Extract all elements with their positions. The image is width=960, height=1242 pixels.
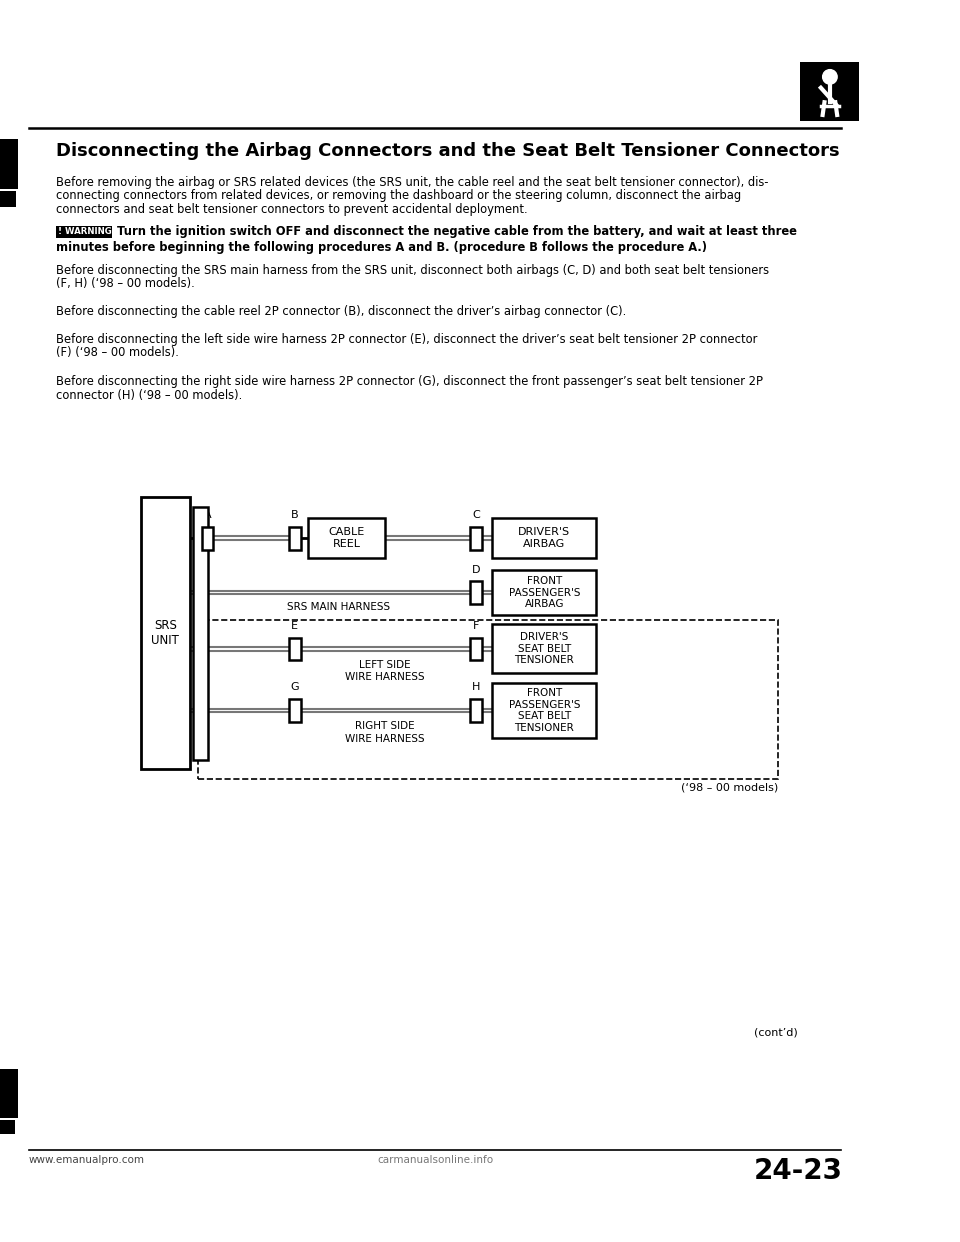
Text: Before removing the airbag or SRS related devices (the SRS unit, the cable reel : Before removing the airbag or SRS relate… bbox=[57, 175, 769, 189]
Text: G: G bbox=[290, 682, 299, 692]
Bar bbox=[289, 699, 300, 722]
Text: carmanualsonline.info: carmanualsonline.info bbox=[377, 1155, 493, 1165]
Text: CABLE
REEL: CABLE REEL bbox=[328, 528, 365, 549]
Text: F: F bbox=[472, 621, 479, 631]
Text: E: E bbox=[291, 621, 299, 631]
Text: Disconnecting the Airbag Connectors and the Seat Belt Tensioner Connectors: Disconnecting the Airbag Connectors and … bbox=[57, 142, 840, 160]
Text: connectors and seat belt tensioner connectors to prevent accidental deployment.: connectors and seat belt tensioner conne… bbox=[57, 202, 528, 216]
Bar bbox=[0, 1120, 15, 1134]
Text: A: A bbox=[204, 510, 211, 520]
Text: (F, H) (‘98 – 00 models).: (F, H) (‘98 – 00 models). bbox=[57, 277, 195, 291]
Bar bbox=[193, 507, 207, 760]
Text: B: B bbox=[291, 510, 299, 520]
Text: Before disconnecting the left side wire harness 2P connector (E), disconnect the: Before disconnecting the left side wire … bbox=[57, 333, 757, 345]
Text: Before disconnecting the SRS main harness from the SRS unit, disconnect both air: Before disconnecting the SRS main harnes… bbox=[57, 263, 769, 277]
Text: FRONT
PASSENGER'S
SEAT BELT
TENSIONER: FRONT PASSENGER'S SEAT BELT TENSIONER bbox=[509, 688, 580, 733]
Text: www.emanualpro.com: www.emanualpro.com bbox=[29, 1155, 145, 1165]
Text: Turn the ignition switch OFF and disconnect the negative cable from the battery,: Turn the ignition switch OFF and disconn… bbox=[117, 225, 797, 238]
Text: FRONT
PASSENGER'S
AIRBAG: FRONT PASSENGER'S AIRBAG bbox=[509, 576, 580, 610]
Circle shape bbox=[823, 70, 837, 84]
Bar bbox=[801, 62, 859, 122]
Bar bbox=[308, 518, 385, 558]
Text: LEFT SIDE
WIRE HARNESS: LEFT SIDE WIRE HARNESS bbox=[346, 660, 425, 682]
Bar bbox=[0, 139, 18, 189]
Bar bbox=[492, 570, 596, 615]
Bar bbox=[289, 637, 300, 661]
Text: (cont’d): (cont’d) bbox=[754, 1028, 798, 1038]
Bar bbox=[140, 498, 190, 770]
Bar bbox=[492, 518, 596, 558]
Bar bbox=[289, 527, 300, 550]
Bar bbox=[492, 625, 596, 673]
Bar bbox=[0, 1068, 18, 1119]
Text: 24-23: 24-23 bbox=[754, 1158, 843, 1185]
Text: connecting connectors from related devices, or removing the dashboard or the ste: connecting connectors from related devic… bbox=[57, 189, 741, 202]
Text: SRS
UNIT: SRS UNIT bbox=[152, 620, 180, 647]
Text: Before disconnecting the right side wire harness 2P connector (G), disconnect th: Before disconnecting the right side wire… bbox=[57, 375, 763, 388]
Bar bbox=[492, 683, 596, 738]
Text: D: D bbox=[471, 565, 480, 575]
Bar bbox=[0, 191, 16, 207]
Text: (‘98 – 00 models): (‘98 – 00 models) bbox=[681, 782, 778, 792]
Text: DRIVER'S
AIRBAG: DRIVER'S AIRBAG bbox=[518, 528, 570, 549]
Bar bbox=[202, 527, 213, 550]
Text: Before disconnecting the cable reel 2P connector (B), disconnect the driver’s ai: Before disconnecting the cable reel 2P c… bbox=[57, 306, 627, 318]
Text: DRIVER'S
SEAT BELT
TENSIONER: DRIVER'S SEAT BELT TENSIONER bbox=[515, 632, 574, 666]
Bar bbox=[470, 637, 482, 661]
Text: H: H bbox=[471, 682, 480, 692]
Text: RIGHT SIDE
WIRE HARNESS: RIGHT SIDE WIRE HARNESS bbox=[346, 722, 425, 744]
Text: SRS MAIN HARNESS: SRS MAIN HARNESS bbox=[287, 601, 391, 612]
Bar bbox=[198, 620, 778, 779]
Text: (F) (‘98 – 00 models).: (F) (‘98 – 00 models). bbox=[57, 347, 180, 359]
Text: C: C bbox=[472, 510, 480, 520]
Bar bbox=[470, 527, 482, 550]
Text: ! WARNING: ! WARNING bbox=[58, 227, 111, 236]
Bar bbox=[470, 699, 482, 722]
Bar bbox=[57, 226, 112, 238]
Text: minutes before beginning the following procedures A and B. (procedure B follows : minutes before beginning the following p… bbox=[57, 241, 708, 253]
Bar bbox=[470, 581, 482, 604]
Text: connector (H) (‘98 – 00 models).: connector (H) (‘98 – 00 models). bbox=[57, 389, 243, 401]
